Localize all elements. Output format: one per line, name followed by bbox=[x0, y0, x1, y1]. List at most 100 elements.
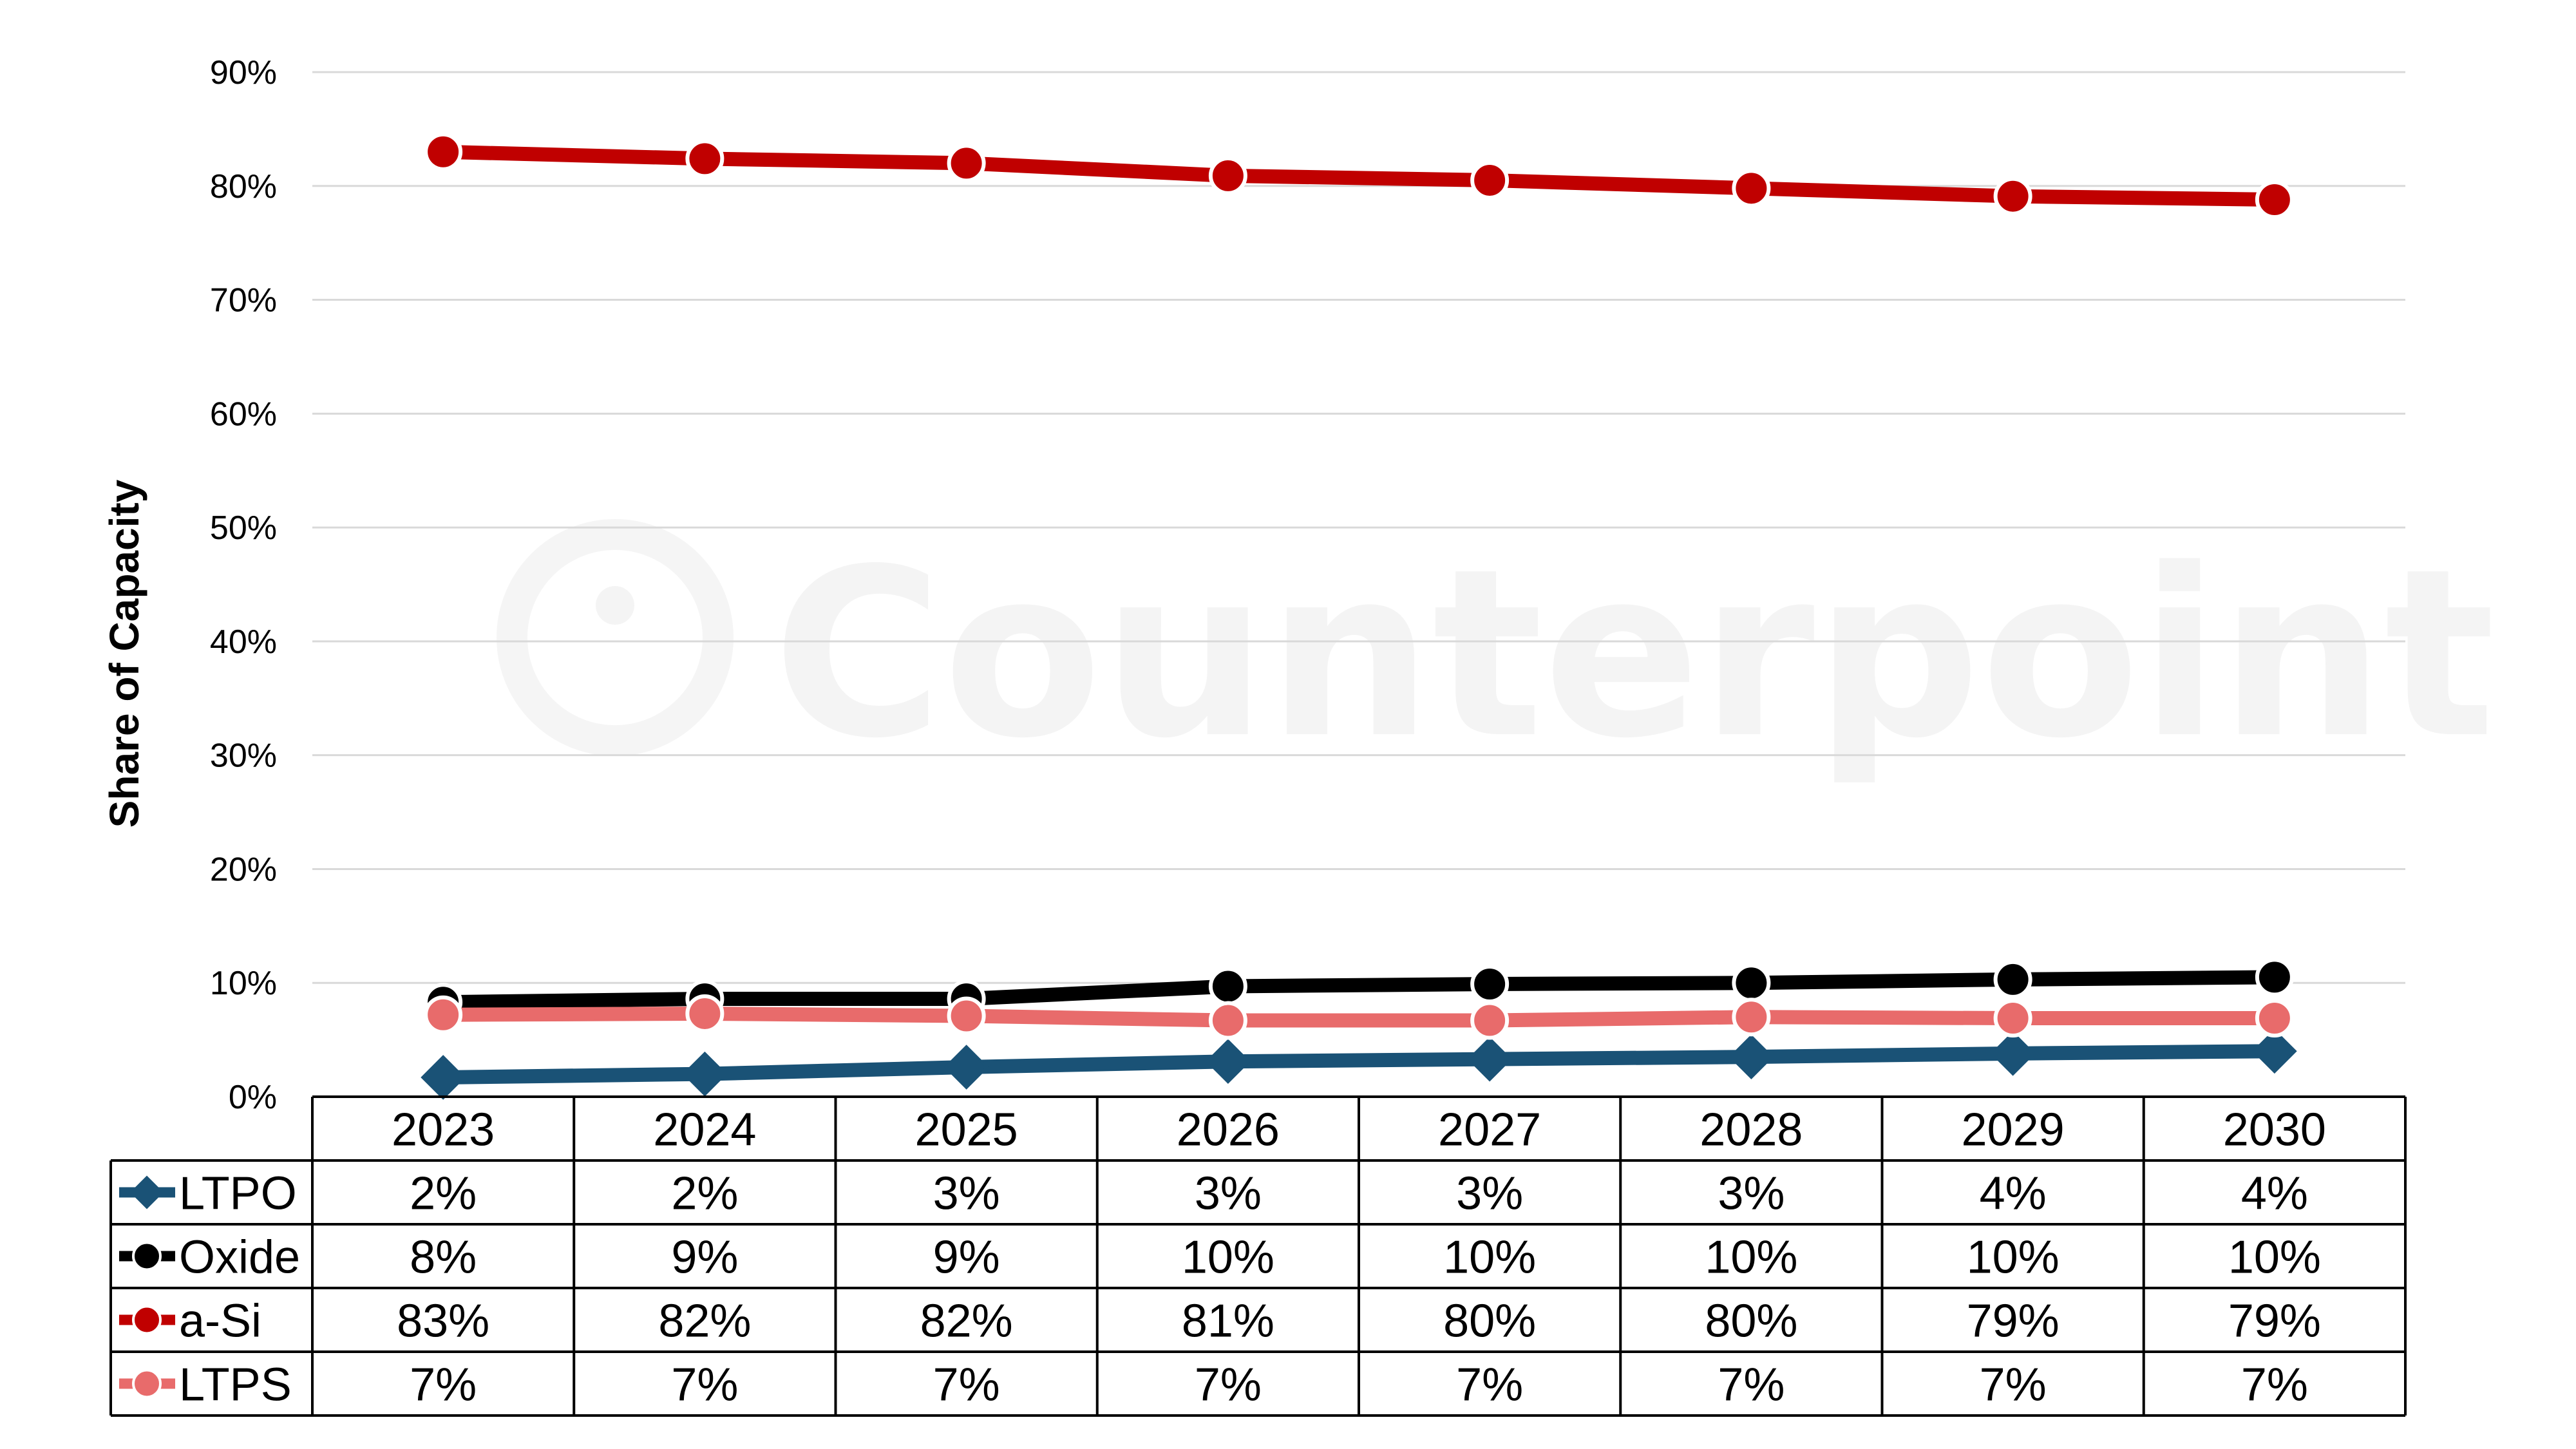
data-point bbox=[1728, 1034, 1774, 1079]
data-label: 7% bbox=[1980, 1359, 2047, 1411]
data-label: 7% bbox=[1195, 1359, 1262, 1411]
data-label: 7% bbox=[671, 1359, 738, 1411]
data-label: 83% bbox=[397, 1296, 489, 1347]
gridlines bbox=[312, 71, 2405, 984]
x-tick-label: 2030 bbox=[2223, 1104, 2326, 1156]
data-point bbox=[682, 1051, 728, 1097]
data-point bbox=[1208, 156, 1247, 195]
data-label: 4% bbox=[2241, 1168, 2308, 1220]
y-tick-label: 60% bbox=[210, 395, 277, 433]
data-point bbox=[1732, 963, 1771, 1003]
series-a-si bbox=[424, 132, 2294, 219]
data-label: 8% bbox=[410, 1232, 477, 1283]
data-label: 82% bbox=[658, 1296, 751, 1347]
data-label: 79% bbox=[2228, 1296, 2321, 1347]
data-table: 2023 2024 2025 2026 2027 2028 2029 2030 LTPO 2% 2%… bbox=[109, 1095, 2407, 1417]
data-point bbox=[2255, 180, 2294, 219]
legend-marker bbox=[130, 1175, 164, 1209]
x-tick-label: 2028 bbox=[1700, 1104, 1803, 1156]
data-point bbox=[1206, 1039, 1251, 1084]
data-label: 3% bbox=[1456, 1168, 1523, 1220]
data-label: 10% bbox=[2228, 1232, 2321, 1283]
legend-label: a-Si bbox=[179, 1296, 261, 1347]
data-label: 2% bbox=[410, 1168, 477, 1220]
data-point bbox=[2255, 958, 2294, 997]
data-point bbox=[1993, 999, 2032, 1038]
data-label: 81% bbox=[1182, 1296, 1274, 1347]
data-point bbox=[1470, 160, 1510, 200]
series-ltpo bbox=[421, 1028, 2297, 1100]
data-point bbox=[1208, 1001, 1247, 1040]
y-tick-label: 40% bbox=[210, 623, 277, 661]
data-label: 3% bbox=[933, 1168, 1000, 1220]
x-tick-label: 2026 bbox=[1177, 1104, 1280, 1156]
legend-marker bbox=[132, 1305, 162, 1335]
data-point bbox=[1732, 169, 1771, 208]
legend-label: LTPO bbox=[179, 1168, 297, 1220]
data-label: 10% bbox=[1443, 1232, 1536, 1283]
legend-entry: a-Si bbox=[119, 1296, 261, 1347]
data-point bbox=[1993, 960, 2032, 999]
data-label: 80% bbox=[1443, 1296, 1536, 1347]
data-point bbox=[947, 996, 986, 1036]
legend-entry: LTPO bbox=[119, 1168, 297, 1220]
data-label: 10% bbox=[1182, 1232, 1274, 1283]
data-point bbox=[685, 994, 724, 1033]
y-tick-label: 20% bbox=[210, 851, 277, 888]
data-label: 10% bbox=[1705, 1232, 1797, 1283]
data-label: 7% bbox=[1456, 1359, 1523, 1411]
data-label: 80% bbox=[1705, 1296, 1797, 1347]
series-line bbox=[443, 1006, 2275, 1028]
data-point bbox=[424, 995, 463, 1034]
x-tick-label: 2025 bbox=[915, 1104, 1018, 1156]
data-point bbox=[421, 1055, 466, 1100]
legend-entry: LTPS bbox=[119, 1359, 292, 1411]
data-point bbox=[1732, 998, 1771, 1037]
data-point bbox=[943, 1045, 989, 1090]
watermark-text: Counterpoint bbox=[773, 519, 2496, 789]
legend-entry: Oxide bbox=[119, 1232, 300, 1283]
series-line bbox=[442, 970, 2275, 1010]
watermark: Counterpoint bbox=[497, 519, 2496, 789]
x-tick-label: 2027 bbox=[1438, 1104, 1541, 1156]
series-ltps bbox=[424, 994, 2294, 1040]
y-tick-label: 90% bbox=[210, 54, 277, 91]
data-point bbox=[1467, 1036, 1512, 1082]
y-tick-label: 0% bbox=[229, 1079, 277, 1116]
y-tick-label: 30% bbox=[210, 737, 277, 775]
x-tick-label: 2024 bbox=[653, 1104, 756, 1156]
series-line bbox=[442, 144, 2275, 207]
legend-marker bbox=[132, 1241, 162, 1271]
series-line bbox=[442, 1044, 2275, 1084]
data-point bbox=[1993, 176, 2032, 216]
y-axis-label: Share of Capacity bbox=[101, 479, 147, 828]
data-point bbox=[2255, 999, 2294, 1038]
y-tick-label: 10% bbox=[210, 965, 277, 1002]
legend-label: Oxide bbox=[179, 1232, 300, 1283]
data-point bbox=[947, 144, 986, 183]
data-point bbox=[1470, 964, 1510, 1003]
data-label: 79% bbox=[1967, 1296, 2060, 1347]
data-label: 7% bbox=[933, 1359, 1000, 1411]
data-label: 7% bbox=[1718, 1359, 1785, 1411]
data-label: 2% bbox=[671, 1168, 738, 1220]
data-label: 82% bbox=[920, 1296, 1013, 1347]
data-point bbox=[1470, 1001, 1510, 1040]
data-point bbox=[685, 139, 724, 178]
data-label: 7% bbox=[2241, 1359, 2308, 1411]
data-label: 4% bbox=[1980, 1168, 2047, 1220]
series-layer bbox=[421, 132, 2297, 1100]
data-label: 9% bbox=[671, 1232, 738, 1283]
y-tick-label: 70% bbox=[210, 282, 277, 319]
data-point bbox=[1208, 967, 1247, 1006]
legend-label: LTPS bbox=[179, 1359, 292, 1411]
data-point bbox=[1990, 1030, 2036, 1076]
y-tick-label: 80% bbox=[210, 168, 277, 205]
y-axis-ticks: 0% 10% 20% 30% 40% 50% 60% 70% 80% 90% bbox=[210, 54, 277, 1116]
data-point bbox=[2252, 1028, 2297, 1074]
watermark-logo-dot bbox=[596, 586, 634, 625]
x-tick-label: 2023 bbox=[392, 1104, 495, 1156]
x-tick-label: 2029 bbox=[1962, 1104, 2065, 1156]
y-tick-label: 50% bbox=[210, 509, 277, 547]
